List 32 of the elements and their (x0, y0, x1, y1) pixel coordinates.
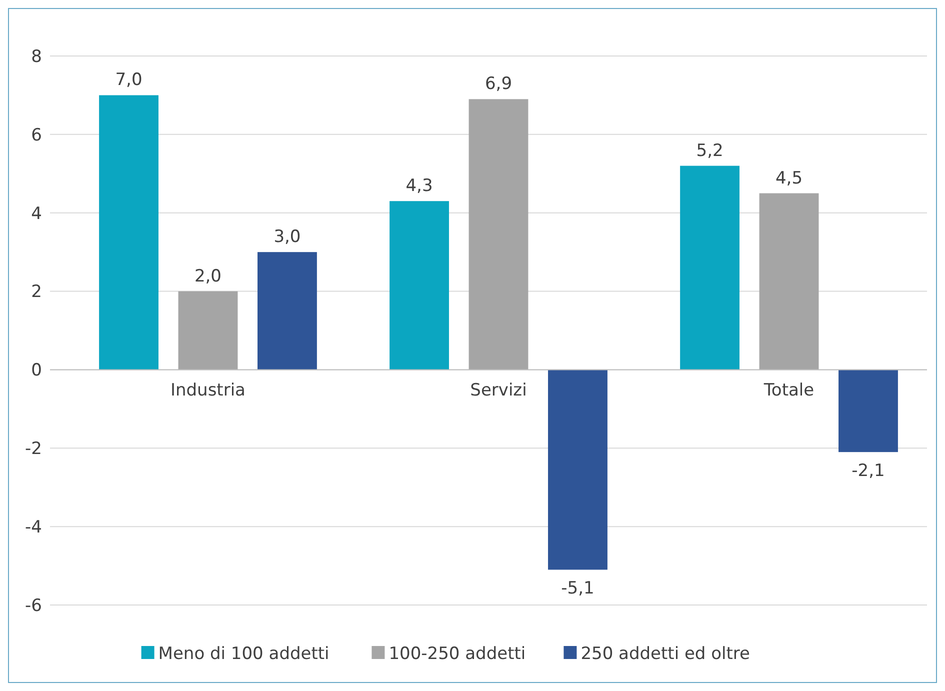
y-tick-label: 2 (31, 282, 42, 302)
data-label: 4,5 (775, 168, 803, 188)
bar (548, 370, 608, 570)
y-tick-label: 6 (31, 125, 42, 146)
y-tick-label: -2 (25, 439, 42, 460)
x-tick-label: Servizi (470, 380, 527, 401)
data-label: -2,1 (852, 461, 885, 482)
x-tick-label: Industria (170, 380, 246, 401)
bar (838, 370, 898, 452)
bar (390, 201, 449, 370)
bar (468, 99, 528, 370)
data-label: -5,1 (561, 578, 594, 599)
legend-label: Meno di 100 addetti (158, 644, 330, 664)
bar (258, 252, 317, 370)
data-label: 3,0 (274, 227, 301, 248)
data-label: 6,9 (484, 74, 512, 94)
data-label: 4,3 (406, 176, 433, 196)
legend-label: 100-250 addetti (388, 644, 526, 664)
bar (680, 166, 740, 370)
y-tick-label: 0 (31, 360, 42, 381)
x-tick-label: Totale (762, 380, 814, 401)
y-tick-label: -6 (25, 596, 42, 616)
legend-label: 250 addetti ed oltre (580, 644, 750, 664)
data-label: 7,0 (115, 70, 142, 90)
data-label: 2,0 (194, 266, 222, 286)
data-label: 5,2 (696, 140, 724, 161)
y-tick-label: 4 (31, 204, 42, 224)
y-tick-label: -4 (25, 518, 42, 538)
bar (759, 193, 819, 370)
bar (178, 291, 238, 370)
bar (99, 95, 158, 370)
y-tick-label: 8 (31, 46, 42, 67)
